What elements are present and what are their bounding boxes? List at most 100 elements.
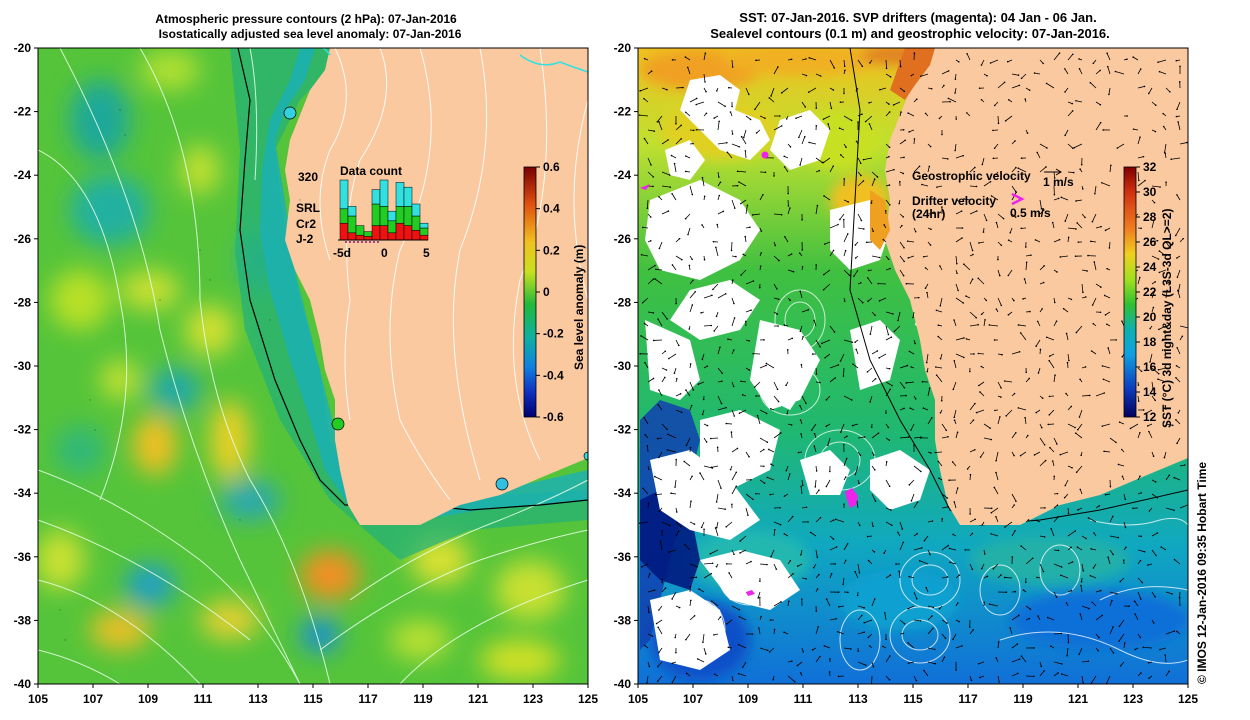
- y-tick-label: -38: [14, 613, 32, 627]
- left-australia-land: [285, 48, 588, 525]
- x-tick-label: 111: [194, 692, 213, 706]
- inset-bar-segment: [387, 220, 397, 234]
- y-tick-label: -22: [614, 105, 632, 119]
- x-tick-label: 105: [28, 692, 48, 706]
- inset-bar-segment: [363, 236, 373, 241]
- y-tick-label: -36: [614, 550, 632, 564]
- tide-gauge-marker: [331, 417, 345, 431]
- geostrophic-velocity-arrows: [638, 52, 1188, 684]
- inset-bar-segment: [403, 225, 413, 241]
- inset-bar-segment: [419, 227, 429, 236]
- colorbar-tick-label: 28: [1143, 210, 1157, 224]
- geostrophic-velocity-scale: 1 m/s: [1043, 175, 1074, 189]
- inset-bar-segment: [395, 182, 405, 207]
- inset-bar-segment: [411, 230, 421, 241]
- geostrophic-velocity-label: Geostrophic velocity: [912, 169, 1031, 183]
- inset-xtick: 5: [423, 246, 430, 260]
- inset-bar-segment: [339, 179, 349, 210]
- data-count-inset: Data count 320 SRL Cr2 J-2 -5d 0 5: [296, 164, 430, 260]
- inset-bar-segment: [411, 215, 421, 231]
- inset-bar-segment: [347, 206, 357, 217]
- svp-drifters: [640, 151, 858, 596]
- x-tick-label: 109: [138, 692, 158, 706]
- y-tick-label: -20: [614, 41, 632, 55]
- inset-bar-segment: [379, 206, 389, 226]
- y-tick-label: -34: [614, 486, 632, 500]
- colorbar-tick-label: 20: [1143, 310, 1157, 324]
- inset-bar-segment: [379, 225, 389, 241]
- colorbar-tick-label: 0.6: [543, 160, 560, 174]
- inset-xtick: -5d: [333, 246, 351, 260]
- x-tick-label: 113: [848, 692, 868, 706]
- inset-bar-segment: [419, 234, 429, 241]
- colorbar-tick-label: 26: [1143, 235, 1157, 249]
- y-tick-label: -20: [14, 41, 32, 55]
- y-tick-label: -28: [614, 295, 632, 309]
- y-tick-label: -28: [14, 295, 32, 309]
- colorbar-tick-label: 32: [1143, 160, 1157, 174]
- colorbar-tick-label: 22: [1143, 285, 1157, 299]
- colorbar-tick-label: -0.4: [543, 368, 564, 382]
- left-title-line2: Isostatically adjusted sea level anomaly…: [158, 27, 462, 41]
- x-tick-label: 107: [83, 692, 103, 706]
- colorbar-tick-label: -0.6: [543, 410, 564, 424]
- inset-bar-segment: [371, 203, 381, 226]
- sst-colorbar-label: SST (°C) 3d night&day (L3S-3d QL>=2): [1160, 209, 1174, 429]
- x-tick-label: 121: [468, 692, 488, 706]
- right-title-line1: SST: 07-Jan-2016. SVP drifters (magenta)…: [739, 10, 1097, 25]
- right-australia-land: [885, 48, 1188, 525]
- inset-legend-cr2: Cr2: [296, 217, 316, 231]
- inset-bar-segment: [419, 222, 429, 229]
- y-tick-label: -32: [14, 423, 32, 437]
- y-tick-label: -26: [614, 232, 632, 246]
- left-title-line1: Atmospheric pressure contours (2 hPa): 0…: [155, 12, 457, 26]
- inset-bars: [339, 179, 429, 241]
- inset-bar-segment: [395, 206, 405, 224]
- colorbar-tick-label: -0.2: [543, 327, 564, 341]
- drifter-velocity-sub: (24hr): [912, 207, 945, 221]
- x-tick-label: 115: [903, 692, 923, 706]
- drifter-velocity-label: Drifter velocity: [912, 194, 996, 208]
- y-tick-label: -30: [614, 359, 632, 373]
- y-tick-label: -26: [14, 232, 32, 246]
- inset-legend-j2: J-2: [296, 232, 314, 246]
- colorbar-tick-label: 24: [1143, 260, 1157, 274]
- x-tick-label: 119: [413, 692, 433, 706]
- y-tick-label: -32: [614, 423, 632, 437]
- tide-gauge-marker: [583, 451, 588, 461]
- colorbar-tick-label: 0: [543, 285, 550, 299]
- sst-field: [640, 48, 1188, 680]
- inset-bar-segment: [355, 234, 365, 241]
- sla-colorbar: 0.6 0.4 0.2 0 -0.2 -0.4 -0.6 Sea level anomaly…: [523, 160, 586, 424]
- x-tick-label: 109: [738, 692, 758, 706]
- x-tick-label: 121: [1068, 692, 1088, 706]
- inset-title: Data count: [340, 164, 402, 178]
- left-map: [38, 48, 588, 684]
- inset-max-label: 320: [298, 170, 318, 184]
- inset-bar-segment: [347, 215, 357, 234]
- x-tick-label: 113: [248, 692, 268, 706]
- sst-colorbar: 32 30 28 26 24 22 20 18 16 14 12 SST (°C) 3d night…: [1123, 160, 1174, 429]
- y-tick-label: -30: [14, 359, 32, 373]
- velocity-legend: Geostrophic velocity 1 m/s Drifter veloc…: [912, 168, 1074, 221]
- inset-bar-segment: [411, 203, 421, 217]
- inset-bar-segment: [387, 232, 397, 241]
- y-tick-label: -36: [14, 550, 32, 564]
- colorbar-tick-label: 12: [1143, 410, 1157, 424]
- colorbar-tick-label: 18: [1143, 335, 1157, 349]
- x-tick-label: 105: [628, 692, 648, 706]
- right-map: [638, 48, 1188, 684]
- inset-xtick: 0: [381, 246, 388, 260]
- sla-colorbar-label: Sea level anomaly (m): [572, 245, 586, 370]
- x-tick-label: 115: [303, 692, 323, 706]
- x-tick-label: 123: [1123, 692, 1143, 706]
- drifter-velocity-scale: 0.5 m/s: [1010, 206, 1051, 220]
- x-tick-label: 125: [1178, 692, 1198, 706]
- inset-bar-segment: [339, 222, 349, 241]
- inset-bar-segment: [379, 179, 389, 207]
- inset-bar-segment: [371, 189, 381, 205]
- x-tick-label: 125: [578, 692, 598, 706]
- y-tick-label: -22: [14, 105, 32, 119]
- colorbar-tick-label: 30: [1143, 185, 1157, 199]
